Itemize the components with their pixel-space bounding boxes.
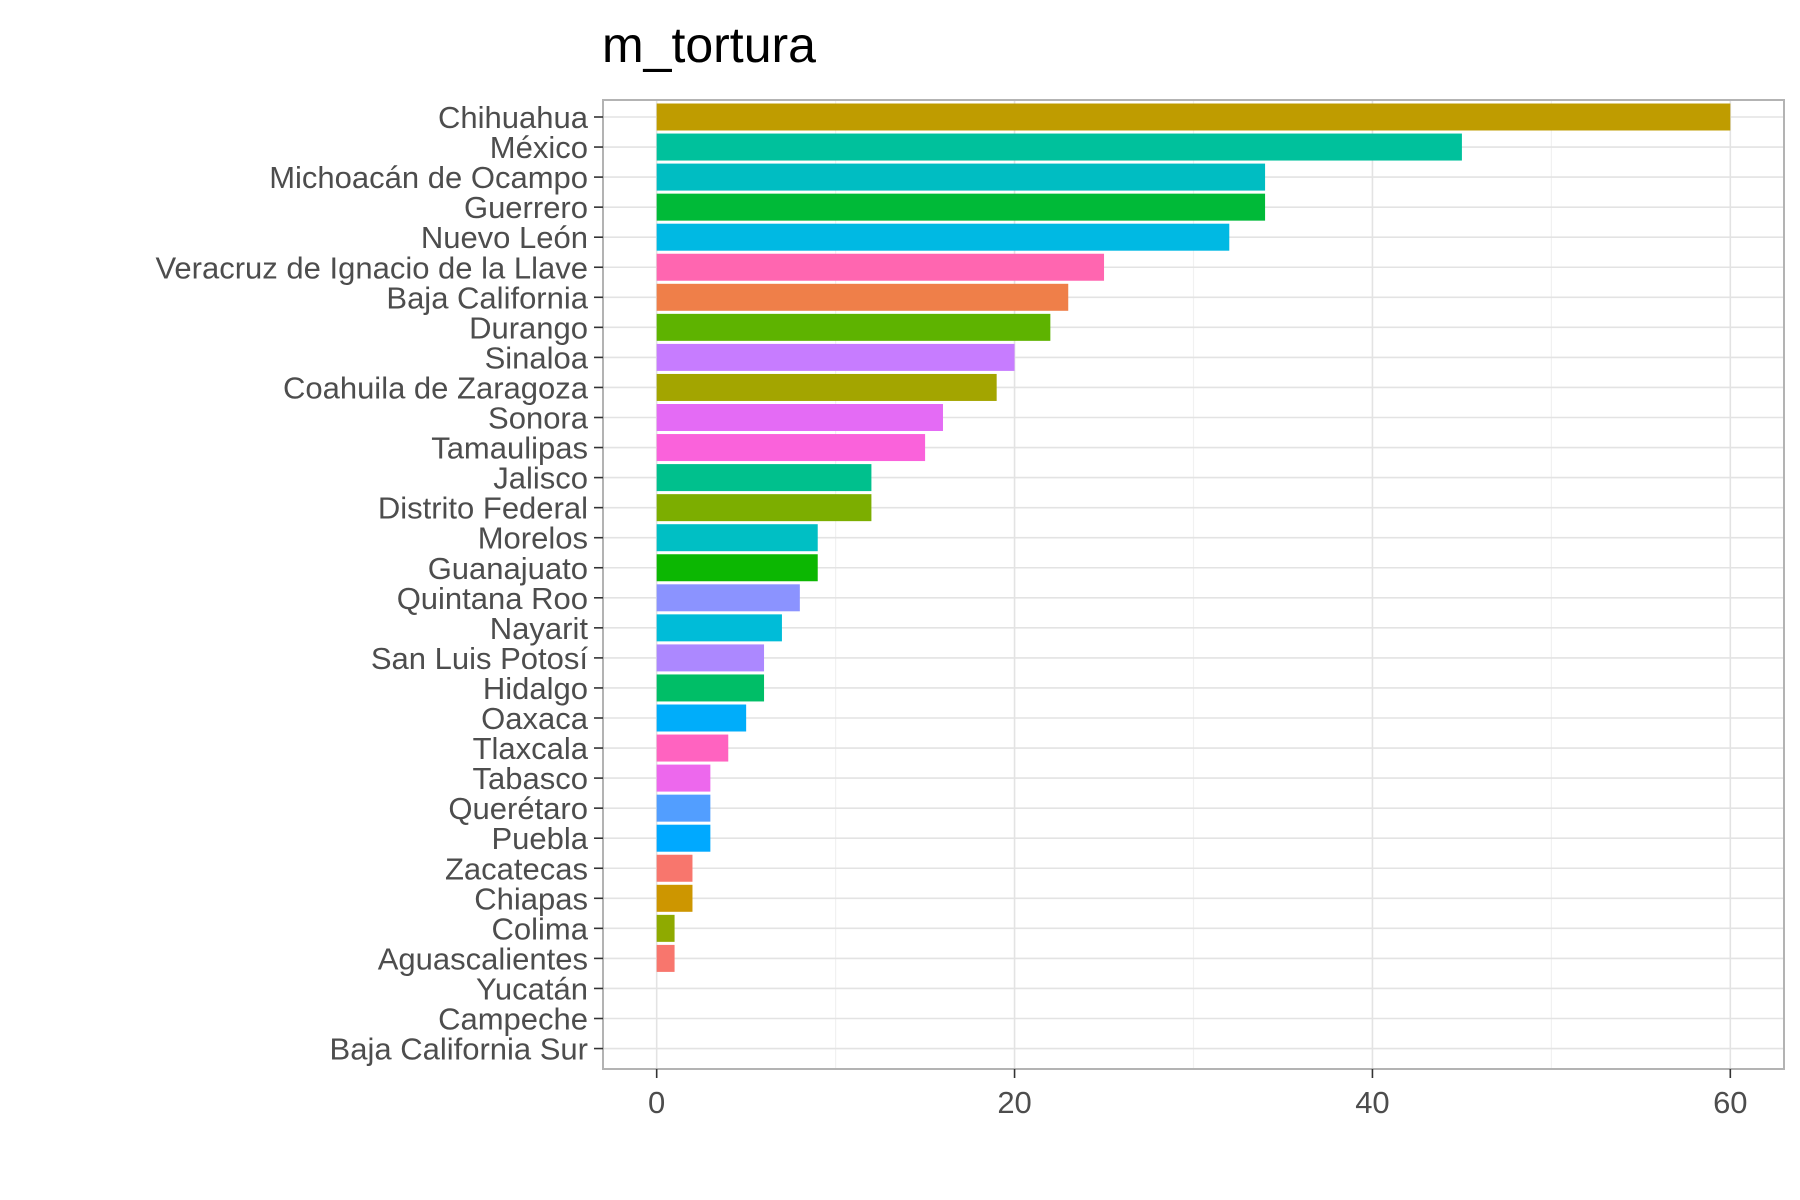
bar-sinaloa <box>656 343 1015 371</box>
bar-distrito-federal <box>656 494 872 522</box>
y-tick-label: Sonora <box>488 401 589 436</box>
y-tick-label: Tlaxcala <box>473 731 589 766</box>
bar-morelos <box>656 524 818 552</box>
y-tick-label: Guanajuato <box>428 551 588 586</box>
y-tick-label: Sinaloa <box>485 340 589 375</box>
y-tick-label: Coahuila de Zaragoza <box>283 370 589 405</box>
bar-jalisco <box>656 464 872 492</box>
bar-hidalgo <box>656 674 765 702</box>
x-tick-label: 60 <box>1713 1085 1747 1120</box>
bar-puebla <box>656 824 711 852</box>
bar-m-xico <box>656 133 1462 161</box>
y-tick-label: Baja California Sur <box>330 1032 588 1067</box>
bar-durango <box>656 313 1051 341</box>
y-tick-label: San Luis Potosí <box>371 641 589 676</box>
bar-chihuahua <box>656 103 1731 131</box>
chart-title: m_tortura <box>602 17 816 73</box>
y-tick-label: Colima <box>492 911 589 946</box>
x-tick-label: 0 <box>648 1085 665 1120</box>
x-tick-label: 20 <box>997 1085 1031 1120</box>
bar-chiapas <box>656 884 693 912</box>
bar-sonora <box>656 404 943 431</box>
bar-guerrero <box>656 193 1266 221</box>
y-tick-label: Baja California <box>386 280 588 315</box>
y-tick-label: Durango <box>469 310 588 345</box>
y-tick-label: Hidalgo <box>483 671 588 706</box>
x-axis: 0 20 40 60 <box>648 1069 1748 1120</box>
bar-san-luis-potos- <box>656 644 765 672</box>
bar-quer-taro <box>656 794 711 822</box>
y-tick-label: Campeche <box>438 1002 588 1037</box>
y-tick-label: Zacatecas <box>445 851 588 886</box>
y-tick-label: Nuevo León <box>421 220 588 255</box>
y-tick-label: Quintana Roo <box>397 581 588 616</box>
bar-guanajuato <box>656 554 818 582</box>
y-tick-label: Chiapas <box>474 881 588 916</box>
bar-michoac-n-de-ocampo <box>656 163 1266 191</box>
bar-aguascalientes <box>656 944 675 972</box>
bar-veracruz-de-ignacio-de-la-llave <box>656 253 1105 281</box>
bar-tabasco <box>656 764 711 792</box>
y-tick-label: Guerrero <box>464 190 588 225</box>
y-tick-label: Querétaro <box>448 791 588 826</box>
x-tick-label: 40 <box>1355 1085 1389 1120</box>
y-tick-label: Oaxaca <box>481 701 589 736</box>
y-tick-label: México <box>490 130 588 165</box>
y-tick-label: Yucatán <box>476 971 588 1006</box>
bar-zacatecas <box>656 854 693 882</box>
bar-quintana-roo <box>656 584 800 612</box>
y-tick-label: Chihuahua <box>438 100 589 135</box>
plot-panel <box>602 99 1785 1070</box>
y-tick-label: Morelos <box>478 521 588 556</box>
y-tick-label: Distrito Federal <box>378 491 588 526</box>
bar-tamaulipas <box>656 434 926 462</box>
y-tick-label: Tabasco <box>473 761 588 796</box>
y-tick-label: Jalisco <box>493 461 588 496</box>
bar-nayarit <box>656 614 782 642</box>
y-tick-label: Veracruz de Ignacio de la Llave <box>155 250 588 285</box>
y-tick-label: Aguascalientes <box>378 941 588 976</box>
bars <box>656 103 1731 972</box>
y-tick-label: Nayarit <box>490 611 589 646</box>
y-tick-label: Tamaulipas <box>431 431 588 466</box>
bar-baja-california <box>656 283 1069 311</box>
bar-nuevo-le-n <box>656 223 1230 251</box>
bar-coahuila-de-zaragoza <box>656 373 997 401</box>
bar-tlaxcala <box>656 734 729 762</box>
bar-colima <box>656 914 675 942</box>
y-tick-label: Michoacán de Ocampo <box>269 160 588 195</box>
y-tick-label: Puebla <box>491 821 588 856</box>
bar-oaxaca <box>656 704 747 732</box>
